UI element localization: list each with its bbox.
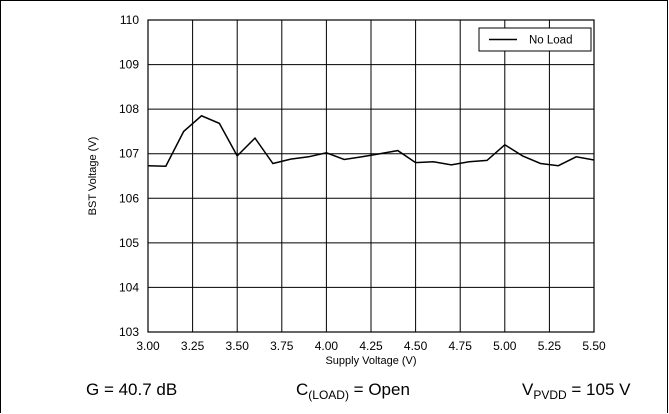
load-value: = Open bbox=[348, 380, 410, 399]
x-tick-label: 4.00 bbox=[315, 339, 339, 353]
y-axis-label: BST Voltage (V) bbox=[87, 137, 99, 216]
x-tick-labels: 3.00 3.25 3.50 3.75 4.00 4.25 4.50 4.75 5.00 5.25… bbox=[136, 339, 606, 353]
x-tick-label: 4.25 bbox=[359, 339, 383, 353]
y-tick-label: 105 bbox=[119, 236, 139, 250]
x-tick-label: 3.25 bbox=[181, 339, 205, 353]
x-tick-label: 3.75 bbox=[270, 339, 294, 353]
x-tick-label: 3.00 bbox=[136, 339, 160, 353]
x-tick-label: 4.75 bbox=[449, 339, 473, 353]
supply-subscript: PVDD bbox=[533, 388, 567, 402]
x-tick-label: 5.00 bbox=[493, 339, 517, 353]
supply-condition: VPVDD = 105 V bbox=[522, 380, 631, 402]
y-tick-label: 110 bbox=[120, 13, 139, 27]
y-tick-label: 109 bbox=[119, 58, 139, 72]
y-tick-label: 107 bbox=[119, 147, 139, 161]
x-axis-label: Supply Voltage (V) bbox=[325, 355, 416, 367]
x-tick-label: 5.25 bbox=[538, 339, 562, 353]
legend: No Load bbox=[478, 27, 592, 52]
y-tick-label: 106 bbox=[119, 191, 139, 205]
supply-value: = 105 V bbox=[566, 380, 631, 399]
load-subscript: (LOAD) bbox=[308, 388, 349, 402]
series-line-no-load bbox=[147, 114, 595, 167]
y-tick-label: 108 bbox=[119, 102, 139, 116]
load-prefix: C bbox=[296, 380, 309, 399]
y-tick-label: 103 bbox=[119, 325, 139, 339]
x-tick-label: 5.50 bbox=[582, 339, 606, 353]
y-tick-labels: 103 104 105 106 107 108 109 110 bbox=[119, 13, 139, 339]
y-tick-label: 104 bbox=[119, 280, 139, 294]
legend-label-no-load: No Load bbox=[529, 35, 572, 47]
x-tick-label: 4.50 bbox=[404, 339, 428, 353]
grid-lines bbox=[147, 19, 595, 333]
supply-prefix: V bbox=[522, 380, 534, 399]
legend-box bbox=[478, 27, 592, 52]
load-condition: C(LOAD) = Open bbox=[296, 380, 410, 402]
gain-condition: G = 40.7 dB bbox=[86, 380, 177, 400]
x-tick-label: 3.50 bbox=[226, 339, 250, 353]
plot-area bbox=[147, 19, 595, 333]
gain-text: G = 40.7 dB bbox=[86, 380, 178, 399]
